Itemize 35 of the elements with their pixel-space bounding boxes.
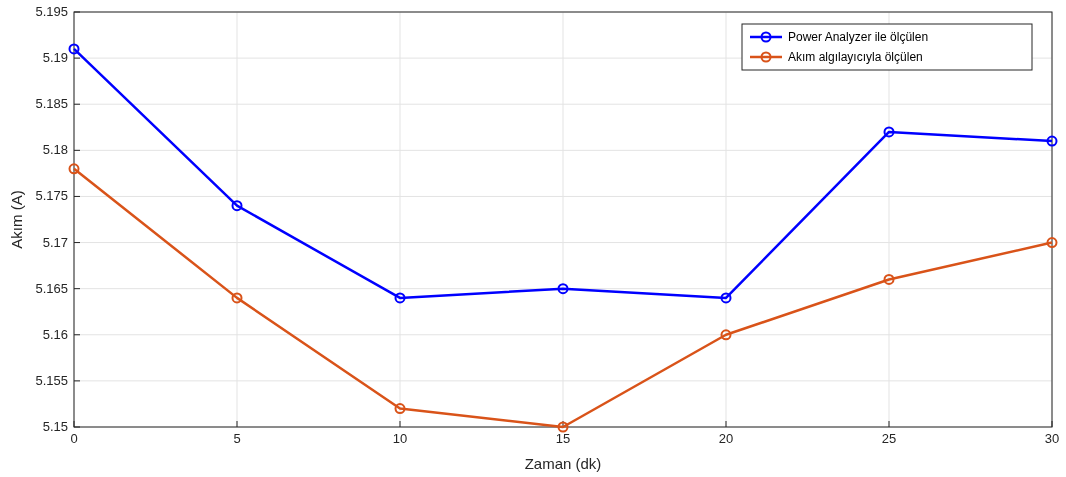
point (68, 43, 80, 55)
y-tick-label: 5.195 (35, 4, 68, 19)
x-tick-label: 25 (881, 431, 897, 446)
point (883, 273, 895, 285)
legend-label: Akım algılayıcıyla ölçülen (788, 50, 923, 64)
y-tick-label: 5.155 (35, 372, 68, 388)
y-tick-label: 5.17 (42, 234, 68, 250)
y-tick-label: 5.19 (42, 50, 68, 66)
y-tick-label: 5.16 (42, 326, 68, 342)
point (68, 163, 80, 175)
x-tick-label: 10 (392, 431, 408, 446)
point (720, 329, 732, 341)
y-axis-title: Akım (A) (8, 190, 25, 249)
x-tick-label: 0 (70, 431, 78, 446)
x-tick-label: 20 (718, 431, 734, 446)
y-tick-label: 5.175 (35, 188, 68, 204)
x-tick-label: 30 (1044, 431, 1060, 446)
point (231, 200, 243, 212)
point (231, 292, 243, 304)
y-tick-label: 5.165 (35, 280, 68, 296)
x-tick-label: 15 (555, 431, 571, 446)
point (883, 126, 895, 138)
y-tick-label: 5.18 (42, 142, 68, 158)
y-tick-label: 5.15 (42, 419, 68, 434)
point (1046, 237, 1058, 249)
legend-label: Power Analyzer ile ölçülen (788, 30, 929, 44)
point (1046, 135, 1058, 147)
y-tick-label: 5.185 (35, 96, 68, 112)
x-axis-title: Zaman (dk) (524, 455, 602, 472)
point (557, 421, 569, 433)
point (720, 292, 732, 304)
x-tick-label: 5 (233, 431, 241, 446)
point (394, 292, 406, 304)
point (394, 403, 406, 415)
point (557, 283, 569, 295)
